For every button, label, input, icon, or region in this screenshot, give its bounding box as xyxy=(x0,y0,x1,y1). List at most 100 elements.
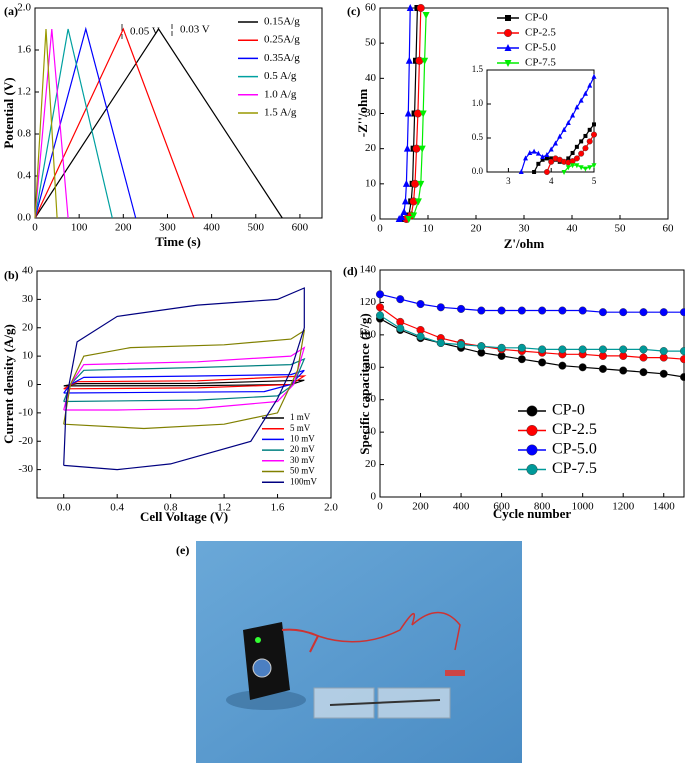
marker xyxy=(538,358,547,367)
marker xyxy=(517,343,526,352)
series-line xyxy=(63,329,306,430)
x-tick-label: 100 xyxy=(71,222,88,234)
marker xyxy=(504,29,513,38)
y-tick-label: -10 xyxy=(18,406,33,418)
y-tick-label: -20 xyxy=(18,435,33,447)
x-tick-label: 10 xyxy=(423,223,435,235)
marker xyxy=(436,338,445,347)
marker xyxy=(578,97,584,103)
annotation: 0.05 V xyxy=(130,26,160,38)
x-tick-label: 1200 xyxy=(612,501,635,513)
legend-label: CP-7.5 xyxy=(552,460,597,477)
y-tick-label: 40 xyxy=(22,265,34,277)
marker xyxy=(561,170,567,175)
marker xyxy=(659,369,668,378)
legend-label: CP-2.5 xyxy=(552,421,597,438)
y-tick-label: 1.6 xyxy=(17,44,31,56)
x-tick-label: 1000 xyxy=(572,501,595,513)
marker xyxy=(402,179,410,187)
marker xyxy=(639,308,648,317)
marker xyxy=(639,345,648,354)
marker xyxy=(591,131,598,138)
x-tick-label: 20 xyxy=(471,223,483,235)
y-tick-label: 50 xyxy=(365,37,377,49)
marker xyxy=(587,127,592,132)
legend-label: CP-0 xyxy=(552,402,585,419)
marker xyxy=(598,345,607,354)
y-tick-label: 0 xyxy=(371,213,377,225)
series-line xyxy=(34,26,137,219)
marker xyxy=(549,156,554,161)
y-tick-label: 2.0 xyxy=(17,2,31,14)
x-axis-label: Cycle number xyxy=(493,506,572,521)
marker xyxy=(410,212,418,220)
marker xyxy=(400,207,408,215)
marker xyxy=(570,112,576,118)
marker xyxy=(376,311,385,320)
series-line xyxy=(379,318,685,378)
marker xyxy=(376,290,385,299)
marker xyxy=(421,57,429,65)
legend-label: 50 mV xyxy=(290,466,315,476)
x-tick-label: 30 xyxy=(519,223,531,235)
series-line xyxy=(379,314,684,352)
marker xyxy=(526,425,538,437)
marker xyxy=(477,306,486,315)
marker xyxy=(401,197,409,205)
marker xyxy=(457,340,466,349)
marker xyxy=(526,405,538,417)
x-tick-label: 400 xyxy=(453,501,470,513)
marker xyxy=(558,306,567,315)
marker xyxy=(680,355,685,364)
marker xyxy=(565,120,571,126)
series-line xyxy=(63,379,305,387)
marker xyxy=(561,126,567,132)
x-tick-label: 5 xyxy=(592,176,597,186)
legend-label: CP-0 xyxy=(525,12,548,24)
marker xyxy=(566,156,571,161)
marker xyxy=(548,158,555,165)
y-axis-label: Current density (A/g) xyxy=(1,324,16,444)
marker xyxy=(591,73,597,79)
panel-label: (e) xyxy=(176,543,189,557)
marker xyxy=(417,180,425,188)
series-line xyxy=(63,369,305,394)
y-tick-label: 140 xyxy=(360,264,377,276)
marker xyxy=(579,139,584,144)
marker xyxy=(523,155,529,161)
series-line xyxy=(63,346,306,411)
y-tick-label: 120 xyxy=(360,296,377,308)
x-tick-label: 0.8 xyxy=(164,502,178,514)
series-line xyxy=(34,27,195,219)
marker xyxy=(526,444,538,456)
legend-label: 1.5 A/g xyxy=(264,107,297,119)
x-tick-label: 0 xyxy=(377,223,383,235)
marker xyxy=(548,146,554,152)
marker xyxy=(582,145,589,152)
marker xyxy=(436,303,445,312)
marker xyxy=(565,165,571,171)
legend-label: 10 mV xyxy=(290,433,315,443)
x-tick-label: 50 xyxy=(615,223,627,235)
panel-label: (b) xyxy=(4,268,19,282)
series-line xyxy=(63,375,307,390)
series-line xyxy=(63,287,305,471)
marker xyxy=(396,324,405,333)
marker xyxy=(543,168,550,175)
y-axis-label: -Z''/ohm xyxy=(355,89,370,138)
marker xyxy=(535,150,541,156)
marker xyxy=(578,165,584,171)
legend-label: 20 mV xyxy=(290,444,315,454)
y-tick-label: 1.2 xyxy=(17,86,31,98)
annotation: 0.03 V xyxy=(180,24,210,36)
y-tick-label: 0.0 xyxy=(472,166,484,176)
marker xyxy=(403,144,411,152)
x-tick-label: 0 xyxy=(32,222,38,234)
marker xyxy=(418,145,426,153)
x-tick-label: 600 xyxy=(292,222,309,234)
marker xyxy=(619,366,628,375)
legend-label: 100mV xyxy=(290,476,318,486)
marker xyxy=(680,373,685,382)
legend-label: 1 mV xyxy=(290,412,311,422)
